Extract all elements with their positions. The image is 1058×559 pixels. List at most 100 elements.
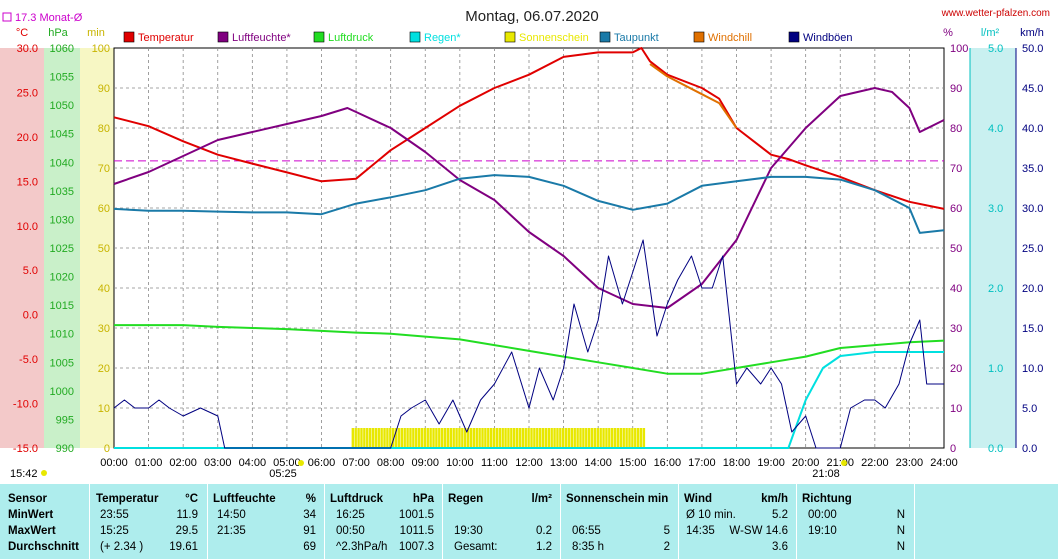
wind-tick-label: 10.0 bbox=[1022, 363, 1043, 375]
stats-cell-value: N bbox=[896, 525, 905, 537]
hum-tick-label: 50 bbox=[950, 243, 962, 255]
sunshine-bar bbox=[613, 428, 617, 448]
sun-unit-label: min bbox=[87, 27, 105, 39]
stats-cell-value: 11.9 bbox=[176, 509, 198, 521]
stats-cell-time: (+ 2.34 ) bbox=[100, 541, 144, 553]
stats-header-dir: Richtung bbox=[802, 493, 852, 505]
pressure-unit-label: hPa bbox=[48, 27, 68, 39]
pressure-tick-label: 1020 bbox=[50, 272, 74, 284]
legend-label: Luftdruck bbox=[328, 32, 374, 44]
pressure-tick-label: 1040 bbox=[50, 157, 74, 169]
stats-header-rain-unit: l/m² bbox=[531, 493, 552, 505]
x-tick-label: 10:00 bbox=[446, 457, 474, 469]
stats-cell-time: 00:50 bbox=[336, 525, 365, 537]
sun-axis-strip bbox=[80, 48, 114, 448]
sun-tick-label: 30 bbox=[98, 323, 110, 335]
sunshine-bar bbox=[544, 428, 548, 448]
sun-tick-label: 0 bbox=[104, 443, 110, 455]
pressure-tick-label: 1035 bbox=[50, 186, 74, 198]
sunshine-bar bbox=[553, 428, 556, 448]
hum-unit-label: % bbox=[943, 27, 953, 39]
sunshine-bar bbox=[412, 428, 415, 448]
sun-tick-label: 90 bbox=[98, 83, 110, 95]
stats-cell-value: 1.2 bbox=[536, 541, 552, 553]
hum-tick-label: 90 bbox=[950, 83, 962, 95]
stats-header-hum: Luftfeuchte bbox=[213, 493, 276, 505]
stats-cell-value: 29.5 bbox=[175, 525, 198, 537]
sunshine-bar bbox=[360, 428, 363, 448]
stats-header-press: Luftdruck bbox=[330, 493, 384, 505]
stats-cell-time: 19:30 bbox=[454, 525, 483, 537]
site-link[interactable]: www.wetter-pfalzen.com bbox=[941, 8, 1050, 19]
x-tick-label: 04:00 bbox=[239, 457, 267, 469]
column-separator bbox=[560, 484, 561, 559]
sunshine-bar bbox=[400, 428, 404, 448]
sun-tick-label: 50 bbox=[98, 243, 110, 255]
sunshine-bar bbox=[377, 428, 380, 448]
series-windchill bbox=[649, 63, 738, 129]
stats-header-temp-unit: °C bbox=[185, 493, 198, 505]
legend-swatch bbox=[504, 31, 516, 43]
stats-row-label: MaxWert bbox=[8, 525, 56, 537]
sunshine-bar bbox=[420, 428, 424, 448]
sunshine-bar bbox=[639, 428, 643, 448]
sunshine-bar bbox=[622, 428, 625, 448]
sun-tick-label: 40 bbox=[98, 283, 110, 295]
series-windböen bbox=[113, 239, 944, 449]
sunshine-bar bbox=[590, 428, 594, 448]
temp-tick-label: 15.0 bbox=[17, 176, 38, 188]
rain-tick-label: 4.0 bbox=[988, 123, 1003, 135]
sunshine-bar bbox=[507, 428, 510, 448]
sunshine-bar bbox=[498, 428, 502, 448]
sunshine-bar bbox=[426, 428, 429, 448]
sunshine-bar bbox=[510, 428, 513, 448]
sunshine-bar bbox=[573, 428, 576, 448]
stats-cell-time: 23:55 bbox=[100, 509, 129, 521]
x-tick-label: 09:00 bbox=[411, 457, 439, 469]
sun-icon bbox=[41, 470, 47, 476]
temp-tick-label: 30.0 bbox=[17, 43, 38, 55]
x-tick-label: 15:00 bbox=[619, 457, 647, 469]
stats-cell-time: Gesamt: bbox=[454, 541, 498, 553]
hum-tick-label: 80 bbox=[950, 123, 962, 135]
sunshine-bar bbox=[602, 428, 605, 448]
sun-tick-label: 20 bbox=[98, 363, 110, 375]
temp-tick-label: -15.0 bbox=[13, 443, 38, 455]
rain-tick-label: 2.0 bbox=[988, 283, 1003, 295]
sunshine-bar bbox=[533, 428, 536, 448]
sunset-icon bbox=[841, 460, 847, 466]
sunshine-bar bbox=[608, 428, 611, 448]
x-tick-label: 17:00 bbox=[688, 457, 716, 469]
wind-tick-label: 20.0 bbox=[1022, 283, 1043, 295]
wind-tick-label: 15.0 bbox=[1022, 323, 1043, 335]
x-tick-label: 06:00 bbox=[308, 457, 336, 469]
hum-tick-label: 20 bbox=[950, 363, 962, 375]
sun-tick-label: 70 bbox=[98, 163, 110, 175]
sunshine-bar bbox=[397, 428, 401, 448]
stats-cell-time: 15:25 bbox=[100, 525, 129, 537]
hum-tick-label: 60 bbox=[950, 203, 962, 215]
pressure-tick-label: 1005 bbox=[50, 357, 74, 369]
sunshine-bar bbox=[518, 428, 522, 448]
legend-swatch bbox=[788, 31, 800, 43]
legend-swatch bbox=[123, 31, 135, 43]
hum-tick-label: 10 bbox=[950, 403, 962, 415]
sunshine-bar bbox=[524, 428, 527, 448]
sunshine-bar bbox=[478, 428, 481, 448]
sunshine-bar bbox=[605, 428, 608, 448]
sunshine-bar bbox=[495, 428, 499, 448]
sunshine-bar bbox=[642, 428, 646, 448]
x-tick-label: 23:00 bbox=[896, 457, 924, 469]
series-luftdruck bbox=[114, 324, 945, 375]
wind-tick-label: 45.0 bbox=[1022, 83, 1043, 95]
x-tick-label: 01:00 bbox=[135, 457, 163, 469]
legend-label: Luftfeuchte* bbox=[232, 32, 291, 44]
x-tick-label: 18:00 bbox=[723, 457, 751, 469]
stats-cell-value: 5 bbox=[663, 525, 670, 537]
column-separator bbox=[324, 484, 325, 559]
sunshine-bar bbox=[464, 428, 467, 448]
legend-label: Sonnenschein bbox=[519, 32, 589, 44]
wind-tick-label: 35.0 bbox=[1022, 163, 1043, 175]
sunshine-bar bbox=[440, 428, 444, 448]
sunshine-bar bbox=[423, 428, 427, 448]
